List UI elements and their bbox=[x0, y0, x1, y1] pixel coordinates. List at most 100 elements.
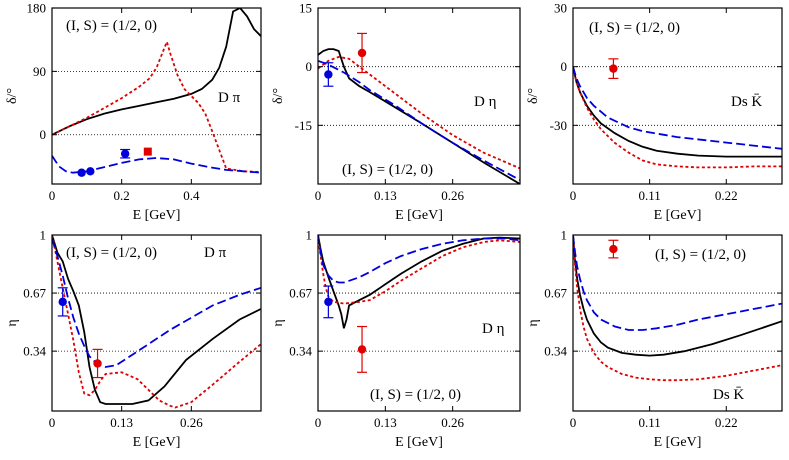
y-tick-label: -15 bbox=[295, 118, 312, 133]
channel-label: D η bbox=[482, 321, 505, 337]
series-line-dotted bbox=[318, 235, 520, 305]
y-tick-label: 0 bbox=[306, 59, 313, 74]
panel-4: 0 0.13 0.26 0.34 0.67 1 E [GeV] η (I, S) = (1/2,… bbox=[5, 228, 262, 450]
x-axis-label: E [GeV] bbox=[654, 208, 702, 223]
x-axis-label: E [GeV] bbox=[133, 435, 181, 450]
x-tick-label: 0.22 bbox=[715, 188, 738, 203]
series-line-dashed bbox=[318, 59, 520, 181]
x-tick-label: 0.11 bbox=[638, 188, 660, 203]
data-point bbox=[86, 167, 95, 176]
data-point bbox=[324, 70, 333, 79]
data-point bbox=[357, 345, 367, 354]
x-tick-label: 0.22 bbox=[715, 415, 738, 430]
panel-1: 0 0.2 0.4 0 90 180 E [GeV] δ/° (I, S) = (1/2, 0)… bbox=[5, 1, 262, 223]
x-axis-label: E [GeV] bbox=[654, 435, 702, 450]
isospin-annotation: (I, S) = (1/2, 0) bbox=[589, 20, 680, 36]
y-tick-label: 1 bbox=[306, 228, 313, 243]
x-axis-label: E [GeV] bbox=[395, 435, 443, 450]
panel-5: 0 0.13 0.26 0.34 0.67 1 E [GeV] η (I, S) = (1/2,… bbox=[271, 228, 521, 450]
y-tick-label: -30 bbox=[550, 118, 567, 133]
data-point bbox=[58, 297, 67, 307]
series-line-solid bbox=[573, 235, 782, 357]
data-point bbox=[77, 168, 86, 177]
series-line-dashed bbox=[52, 155, 261, 174]
panel-6: 0 0.11 0.22 0.34 0.67 1 E [GeV] η (I, S) = (1/2,… bbox=[526, 228, 783, 450]
y-axis-label: δ/° bbox=[5, 88, 20, 104]
x-tick-label: 0 bbox=[49, 188, 56, 203]
isospin-annotation: (I, S) = (1/2, 0) bbox=[655, 247, 746, 263]
y-axis-label: δ/° bbox=[271, 88, 286, 104]
channel-label: D π bbox=[218, 90, 241, 106]
y-tick-label: 0.34 bbox=[544, 344, 567, 359]
series-line-dotted bbox=[573, 66, 782, 169]
x-tick-label: 0.11 bbox=[638, 415, 660, 430]
x-axis-label: E [GeV] bbox=[395, 208, 443, 223]
channel-label: Ds K̄ bbox=[713, 387, 744, 403]
x-tick-label: 0.2 bbox=[114, 188, 130, 203]
isospin-annotation: (I, S) = (1/2, 0) bbox=[66, 245, 157, 261]
series-line-dotted bbox=[52, 39, 261, 173]
y-tick-label: 0.67 bbox=[544, 286, 567, 301]
data-point bbox=[357, 48, 367, 58]
data-point bbox=[143, 147, 152, 156]
y-tick-label: 30 bbox=[554, 1, 567, 16]
y-tick-label: 90 bbox=[33, 64, 46, 79]
plot-frame bbox=[317, 234, 521, 412]
x-tick-label: 0.13 bbox=[374, 188, 397, 203]
isospin-annotation: (I, S) = (1/2, 0) bbox=[342, 162, 433, 178]
channel-label: D π bbox=[204, 245, 227, 261]
y-axis-label: η bbox=[5, 319, 20, 326]
y-tick-label: 0.67 bbox=[23, 286, 46, 301]
x-tick-label: 0 bbox=[570, 188, 577, 203]
series-line-dotted bbox=[52, 235, 261, 409]
x-tick-label: 0 bbox=[315, 188, 322, 203]
series-line-dashed bbox=[573, 235, 782, 331]
y-tick-label: 0.34 bbox=[23, 344, 46, 359]
panel-2: 0 0.13 0.26 -15 0 15 E [GeV] δ/° (I, S) = (1/2, … bbox=[271, 1, 521, 223]
y-tick-label: 1 bbox=[40, 228, 47, 243]
channel-label: Ds K̄ bbox=[731, 94, 762, 110]
plot-frame bbox=[572, 7, 783, 185]
x-tick-label: 0 bbox=[315, 415, 322, 430]
series-line-dotted bbox=[318, 55, 520, 170]
plot-frame bbox=[572, 234, 783, 412]
y-tick-label: 0 bbox=[561, 59, 568, 74]
data-point bbox=[93, 359, 102, 368]
y-tick-label: 0.67 bbox=[289, 286, 312, 301]
y-axis-label: δ/° bbox=[526, 88, 541, 104]
plot-frame bbox=[51, 7, 262, 185]
y-tick-label: 1 bbox=[561, 228, 568, 243]
series-line-solid bbox=[318, 235, 520, 329]
y-tick-label: 0.34 bbox=[289, 344, 312, 359]
series-line-solid bbox=[573, 66, 782, 158]
series-line-dashed bbox=[318, 235, 520, 284]
data-point bbox=[609, 64, 618, 73]
data-point bbox=[324, 297, 333, 307]
x-tick-label: 0 bbox=[570, 415, 577, 430]
x-tick-label: 0.13 bbox=[374, 415, 397, 430]
channel-label: D η bbox=[474, 94, 497, 110]
x-tick-label: 0.26 bbox=[441, 415, 464, 430]
y-tick-label: 15 bbox=[299, 1, 312, 16]
panel-3: 0 0.11 0.22 -30 0 30 E [GeV] δ/° (I, S) = (1/2, … bbox=[526, 1, 783, 223]
series-line-solid bbox=[52, 235, 261, 405]
plot-frame bbox=[317, 7, 521, 185]
plot-frame bbox=[51, 234, 262, 412]
x-tick-label: 0.26 bbox=[180, 415, 203, 430]
y-axis-label: η bbox=[271, 319, 286, 326]
isospin-annotation: (I, S) = (1/2, 0) bbox=[66, 18, 157, 34]
y-tick-label: 180 bbox=[27, 1, 47, 16]
y-axis-label: η bbox=[526, 319, 541, 326]
x-tick-label: 0.26 bbox=[441, 188, 464, 203]
y-tick-label: 0 bbox=[40, 127, 47, 142]
series-line-dotted bbox=[573, 235, 782, 382]
series-line-solid bbox=[52, 8, 261, 136]
x-tick-label: 0.4 bbox=[183, 188, 200, 203]
isospin-annotation: (I, S) = (1/2, 0) bbox=[370, 387, 461, 403]
x-axis-label: E [GeV] bbox=[133, 208, 181, 223]
x-tick-label: 0.13 bbox=[110, 415, 133, 430]
data-point bbox=[120, 149, 130, 158]
x-tick-label: 0 bbox=[49, 415, 56, 430]
data-point bbox=[609, 244, 618, 254]
